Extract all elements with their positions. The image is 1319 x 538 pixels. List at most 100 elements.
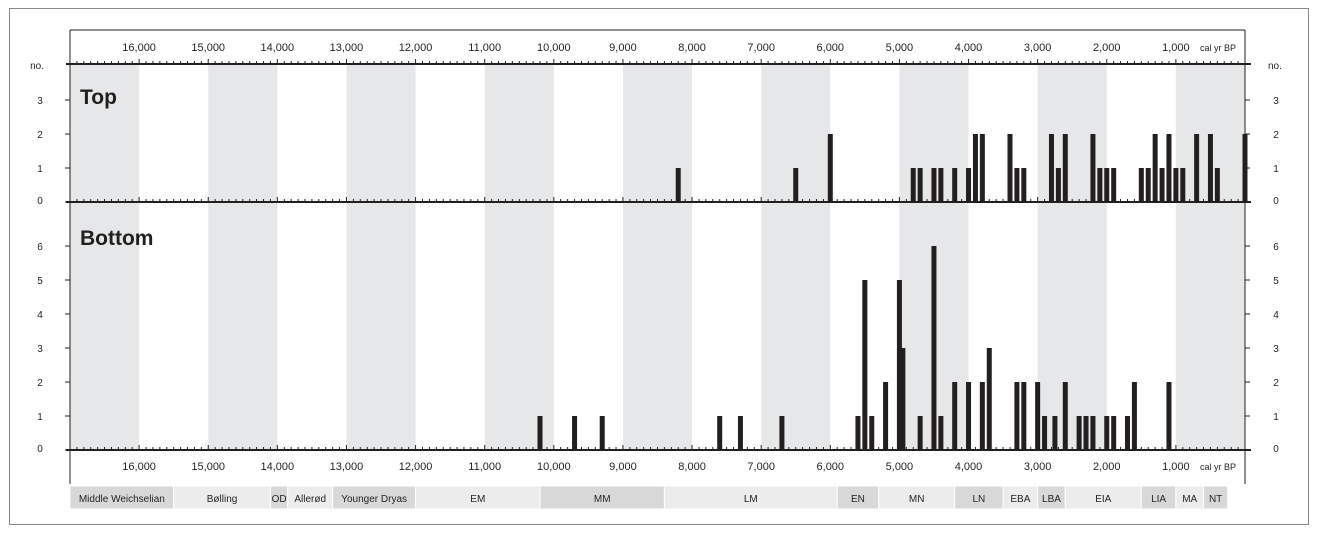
panel-title-top: Top	[80, 86, 117, 109]
bar-top	[1159, 168, 1165, 202]
bar-bottom	[862, 280, 868, 450]
bar-top	[972, 134, 978, 202]
y-tick-label-right: 3	[1273, 96, 1279, 107]
bar-bottom	[537, 416, 543, 450]
bar-top	[938, 168, 944, 202]
bar-top	[1111, 168, 1117, 202]
bar-bottom	[737, 416, 743, 450]
period-label: OD	[272, 494, 287, 505]
shaded-band	[1037, 64, 1107, 450]
bar-top	[675, 168, 681, 202]
y-tick-label-left: 3	[37, 344, 43, 355]
y-tick-label-left: 1	[37, 164, 43, 175]
y-tick-label-right: 6	[1273, 242, 1279, 253]
x-tick-label-top: 15,000	[191, 42, 225, 54]
shaded-band	[208, 64, 278, 450]
shaded-band	[70, 64, 140, 450]
bar-bottom	[599, 416, 605, 450]
y-tick-label-left: 0	[37, 196, 43, 207]
y-tick-label-left: 3	[37, 96, 43, 107]
period-label: EBA	[1010, 494, 1030, 505]
bar-bottom	[1076, 416, 1082, 450]
period-cell	[1203, 485, 1229, 510]
bar-bottom	[931, 246, 937, 450]
bar-bottom	[869, 416, 875, 450]
bar-top	[793, 168, 799, 202]
x-tick-label-bottom: 8,000	[678, 461, 706, 473]
y-tick-label-left: 1	[37, 412, 43, 423]
bar-bottom	[1125, 416, 1130, 450]
bar-bottom	[1131, 382, 1137, 450]
bar-top	[1104, 168, 1110, 202]
bar-top	[1214, 168, 1220, 202]
y-tick-label-right: 5	[1273, 276, 1279, 287]
x-tick-label-top: 4,000	[955, 42, 983, 54]
bar-bottom	[1062, 382, 1068, 450]
y-axis-label-left: no.	[30, 61, 44, 72]
bar-top	[917, 168, 923, 202]
bar-bottom	[979, 382, 985, 450]
x-tick-label-top: 10,000	[537, 42, 571, 54]
x-unit-label-bottom: cal yr BP	[1200, 462, 1236, 472]
y-tick-label-right: 0	[1273, 196, 1279, 207]
x-tick-label-top: 13,000	[330, 42, 364, 54]
period-label: LIA	[1151, 494, 1166, 505]
x-tick-label-top: 14,000	[261, 42, 295, 54]
y-tick-label-right: 1	[1273, 412, 1279, 423]
x-tick-label-bottom: 11,000	[468, 461, 501, 473]
y-tick-label-right: 1	[1273, 164, 1279, 175]
period-label: Bølling	[207, 494, 238, 505]
bar-bottom	[1035, 382, 1041, 450]
period-label: LBA	[1042, 494, 1061, 505]
x-tick-label-bottom: 2,000	[1093, 461, 1121, 473]
bar-bottom	[1090, 416, 1096, 450]
period-label: Allerød	[294, 494, 326, 505]
x-tick-label-bottom: 13,000	[330, 461, 364, 473]
period-label: LM	[744, 494, 758, 505]
bar-bottom	[1021, 382, 1027, 450]
shaded-band	[1175, 64, 1245, 450]
y-tick-label-left: 0	[37, 444, 43, 455]
y-tick-label-left: 5	[37, 276, 43, 287]
y-tick-label-left: 2	[37, 378, 43, 389]
y-tick-label-left: 6	[37, 242, 43, 253]
y-tick-label-left: 4	[37, 310, 43, 321]
x-tick-label-top: 9,000	[609, 42, 637, 54]
period-label: MM	[594, 494, 611, 505]
bar-top	[1048, 134, 1054, 202]
bar-bottom	[952, 382, 958, 450]
bar-top	[1194, 134, 1200, 202]
period-label: NT	[1209, 494, 1222, 505]
x-tick-label-bottom: 12,000	[399, 461, 433, 473]
bar-top	[1055, 168, 1061, 202]
y-tick-label-right: 4	[1273, 310, 1279, 321]
x-tick-label-bottom: 6,000	[817, 461, 845, 473]
bar-top	[1173, 168, 1179, 202]
bar-bottom	[917, 416, 923, 450]
x-tick-label-bottom: 3,000	[1024, 461, 1052, 473]
y-tick-label-right: 3	[1273, 344, 1279, 355]
x-tick-label-top: 5,000	[886, 42, 914, 54]
period-label: EN	[851, 494, 865, 505]
y-tick-label-right: 2	[1273, 378, 1279, 389]
bar-top	[931, 168, 937, 202]
bar-top	[910, 168, 916, 202]
bar-bottom	[966, 382, 972, 450]
bar-top	[952, 168, 958, 202]
x-tick-label-top: 11,000	[468, 42, 501, 54]
bar-bottom	[1052, 416, 1058, 450]
period-label: Middle Weichselian	[79, 494, 165, 505]
x-tick-label-bottom: 4,000	[955, 461, 983, 473]
y-tick-label-left: 2	[37, 130, 43, 141]
x-tick-label-top: 2,000	[1093, 42, 1121, 54]
bar-bottom	[1014, 382, 1020, 450]
shaded-band	[761, 64, 831, 450]
period-label: EM	[470, 494, 485, 505]
bar-bottom	[986, 348, 992, 450]
bar-top	[1007, 134, 1013, 202]
bar-bottom	[779, 416, 785, 450]
bar-top	[966, 168, 972, 202]
x-tick-label-top: 6,000	[817, 42, 845, 54]
x-tick-label-top: 7,000	[747, 42, 775, 54]
